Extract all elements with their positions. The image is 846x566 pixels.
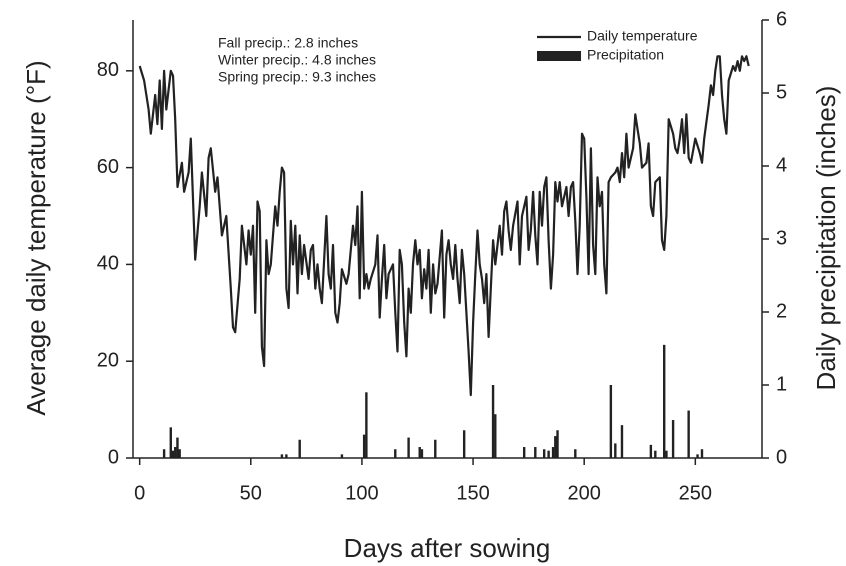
y-tick-label: 60 bbox=[97, 156, 119, 178]
precip-bar bbox=[551, 447, 555, 458]
y-axis-label: Average daily temperature (°F) bbox=[21, 60, 51, 415]
precip-bar bbox=[654, 450, 657, 458]
y2-tick-label: 2 bbox=[776, 300, 787, 322]
annotation: Winter precip.: 4.8 inches bbox=[218, 52, 376, 68]
precip-bar bbox=[362, 434, 366, 458]
annotation: Spring precip.: 9.3 inches bbox=[218, 69, 376, 85]
precip-bar bbox=[407, 437, 410, 458]
x-tick-label: 200 bbox=[568, 482, 601, 504]
precip-bar bbox=[171, 450, 175, 458]
x-tick-label: 100 bbox=[345, 482, 378, 504]
x-tick-label: 50 bbox=[240, 482, 262, 504]
precip-bar bbox=[556, 430, 559, 458]
precip-bar bbox=[169, 427, 172, 458]
precip-bar bbox=[178, 449, 181, 458]
precip-bar bbox=[542, 449, 546, 458]
precip-bar bbox=[434, 439, 437, 458]
precip-bar bbox=[665, 450, 668, 458]
y2-tick-label: 6 bbox=[776, 8, 787, 30]
precip-bar bbox=[547, 450, 550, 458]
precip-bar bbox=[614, 443, 617, 458]
precip-bar bbox=[298, 439, 301, 458]
precip-bar bbox=[522, 447, 526, 458]
y-tick-label: 40 bbox=[97, 253, 119, 275]
precip-bar bbox=[700, 449, 704, 458]
precip-bar bbox=[534, 447, 537, 458]
legend-label: Daily temperature bbox=[587, 28, 698, 44]
x-tick-label: 250 bbox=[679, 482, 712, 504]
y2-tick-label: 1 bbox=[776, 373, 787, 395]
y-tick-label: 0 bbox=[108, 446, 119, 468]
y2-tick-label: 0 bbox=[776, 446, 787, 468]
precip-bar bbox=[687, 410, 690, 458]
precip-bar bbox=[394, 449, 397, 458]
precip-bar bbox=[420, 449, 424, 458]
precip-bar bbox=[671, 420, 675, 458]
temperature-line bbox=[138, 55, 750, 397]
legend-label: Precipitation bbox=[587, 47, 664, 63]
y2-tick-label: 3 bbox=[776, 227, 787, 249]
precip-bar bbox=[609, 385, 613, 458]
precip-bar bbox=[285, 454, 288, 458]
precip-bar bbox=[418, 447, 421, 458]
annotation: Fall precip.: 2.8 inches bbox=[218, 35, 358, 51]
precip-bar bbox=[491, 385, 495, 458]
precip-bar bbox=[574, 449, 577, 458]
y-tick-label: 80 bbox=[97, 59, 119, 81]
precip-bar bbox=[462, 430, 466, 458]
y2-tick-label: 5 bbox=[776, 81, 787, 103]
precip-bar bbox=[620, 425, 624, 458]
precip-bar bbox=[340, 454, 344, 458]
precip-bar bbox=[162, 449, 166, 458]
y2-tick-label: 4 bbox=[776, 154, 787, 176]
precip-bar bbox=[554, 436, 557, 458]
y-tick-label: 20 bbox=[97, 349, 119, 371]
legend-swatch bbox=[537, 51, 581, 61]
precip-bar bbox=[494, 414, 497, 458]
precip-bar bbox=[174, 447, 177, 458]
x-tick-label: 0 bbox=[134, 482, 145, 504]
x-tick-label: 150 bbox=[456, 482, 489, 504]
x-axis-label: Days after sowing bbox=[344, 533, 551, 563]
precip-bar bbox=[663, 344, 666, 458]
precip-bar bbox=[696, 454, 699, 458]
precip-bar bbox=[365, 392, 368, 458]
precip-bar bbox=[176, 437, 179, 458]
precip-bar bbox=[280, 454, 284, 458]
precip-bar bbox=[649, 444, 653, 458]
y2-axis-label: Daily precipitation (inches) bbox=[811, 86, 841, 391]
